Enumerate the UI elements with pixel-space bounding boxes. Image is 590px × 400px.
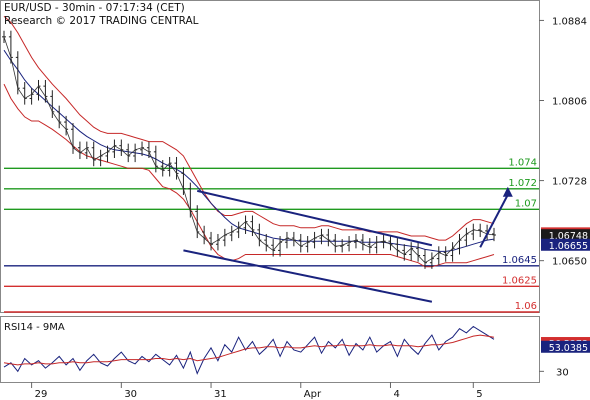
rsi-label: RSI14 - 9MA	[4, 322, 65, 333]
axis-layer: 1.08841.08061.07281.06501.067661.067481.…	[31, 16, 590, 400]
rsi-panel-frame	[0, 316, 540, 383]
channel-lower	[183, 249, 433, 303]
level-label-1: 1.072	[508, 178, 537, 189]
rsi-tick-label-0: 30	[556, 367, 569, 378]
level-label-5: 1.06	[515, 301, 537, 312]
price-badge-bg-1	[541, 229, 590, 242]
bollinger-upper	[3, 15, 495, 241]
x-tick-label-4: 4	[393, 389, 399, 400]
chart-subtitle: Research © 2017 TRADING CENTRAL	[4, 15, 199, 27]
rsi-badge-bg-1	[541, 340, 590, 353]
rsi-badge-label-1: 53.0385	[549, 343, 588, 354]
x-tick-label-3: Apr	[304, 389, 322, 400]
chart-title: EUR/USD - 30min - 07:17:34 (CET)	[4, 2, 185, 14]
level-label-4: 1.0625	[502, 275, 537, 286]
rsi-ma-line	[3, 334, 495, 366]
x-tick-label-5: 5	[476, 389, 482, 400]
price-bar	[492, 227, 496, 242]
x-tick-label-2: 31	[214, 389, 227, 400]
price-badge-bg-2	[541, 238, 590, 251]
price-tick-label-1: 1.0806	[552, 97, 587, 108]
price-line	[3, 36, 495, 264]
moving-average-line	[3, 49, 495, 252]
forecast-arrow-head	[502, 186, 513, 197]
x-tick-label-0: 29	[35, 389, 48, 400]
price-badge-label-1: 1.06748	[549, 231, 588, 242]
level-label-3: 1.0645	[502, 255, 537, 266]
price-layer: 1.074 1.072 1.07 1.0645 1.0625 1.06	[2, 15, 539, 313]
level-label-0: 1.074	[508, 157, 537, 168]
price-tick-label-0: 1.0884	[552, 16, 587, 27]
x-tick-label-1: 30	[124, 389, 137, 400]
price-badge-label-2: 1.06655	[549, 241, 588, 252]
forecast-arrow-shaft	[479, 194, 509, 248]
price-tick-label-3: 1.0650	[552, 257, 587, 268]
channel-upper	[197, 189, 433, 247]
level-label-2: 1.07	[515, 198, 537, 209]
price-tick-label-2: 1.0728	[552, 177, 587, 188]
rsi-layer	[3, 325, 495, 375]
bollinger-lower	[3, 83, 495, 268]
